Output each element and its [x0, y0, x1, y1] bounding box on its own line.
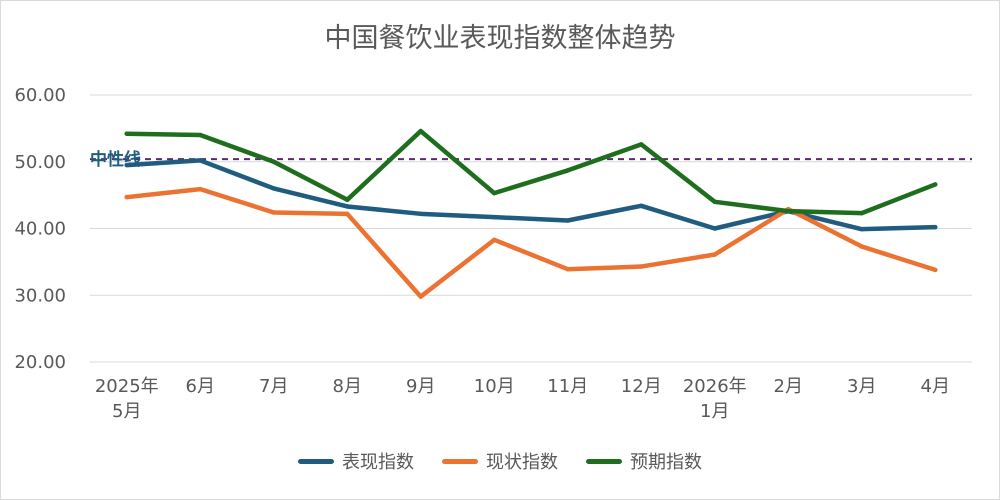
series-line-预期指数 — [124, 128, 938, 216]
data-point — [418, 211, 423, 217]
x-tick-label: 8月 — [333, 376, 362, 397]
x-tick-label: 7月 — [259, 376, 288, 397]
x-tick-label: 2025年 5月 — [95, 376, 159, 422]
data-point — [418, 294, 423, 299]
legend-swatch — [586, 458, 622, 464]
data-point — [933, 182, 938, 187]
data-point — [639, 142, 644, 147]
data-point — [565, 218, 570, 223]
series-lines — [124, 128, 938, 299]
data-point — [712, 252, 717, 257]
x-tick-label: 2026年 1月 — [683, 376, 747, 422]
legend-label: 现状指数 — [486, 452, 558, 473]
data-point — [198, 132, 203, 138]
legend-label: 表现指数 — [342, 452, 414, 473]
data-point — [345, 211, 350, 217]
x-tick-label: 2月 — [774, 376, 803, 397]
x-tick-label: 10月 — [474, 376, 515, 397]
data-point — [712, 199, 717, 204]
data-point — [345, 197, 350, 202]
x-tick-label: 11月 — [547, 376, 588, 397]
data-point — [859, 210, 864, 216]
legend-item: 预期指数 — [586, 448, 702, 474]
legend-item: 现状指数 — [442, 448, 558, 474]
data-point — [271, 159, 276, 164]
y-tick-label: 50.00 — [14, 152, 66, 173]
y-tick-label: 40.00 — [14, 219, 66, 240]
data-point — [933, 267, 938, 273]
legend-item: 表现指数 — [298, 448, 414, 474]
x-tick-label: 12月 — [621, 376, 662, 397]
data-point — [198, 186, 203, 192]
chart-title: 中国餐饮业表现指数整体趋势 — [324, 23, 676, 54]
x-tick-label: 3月 — [847, 376, 876, 397]
x-tick-label: 6月 — [186, 376, 215, 397]
neutral-line-label: 中性线 — [90, 149, 141, 170]
data-point — [786, 208, 791, 214]
legend-label: 预期指数 — [630, 452, 702, 473]
data-point — [271, 210, 276, 215]
series-line-表现指数 — [124, 158, 938, 232]
data-point — [933, 224, 938, 230]
data-point — [712, 226, 717, 231]
y-axis-labels: 20.00 30.00 40.00 50.00 60.00 — [14, 85, 66, 373]
data-point — [124, 162, 129, 168]
data-point — [492, 237, 497, 243]
data-point — [124, 194, 129, 200]
y-tick-label: 30.00 — [14, 285, 66, 306]
data-point — [639, 264, 644, 269]
data-point — [345, 204, 350, 209]
data-point — [565, 267, 570, 272]
data-point — [859, 226, 864, 232]
data-point — [492, 214, 497, 220]
x-tick-label: 9月 — [406, 376, 435, 397]
data-point — [639, 203, 644, 209]
legend-swatch — [442, 458, 478, 464]
x-axis-labels: 2025年 5月 6月 7月 8月 9月 10月 11月 12月 2026年 1月 2月 3月 4月 — [95, 376, 950, 422]
data-point — [492, 190, 497, 196]
data-point — [198, 158, 203, 163]
data-point — [124, 131, 129, 136]
legend: 表现指数 现状指数 预期指数 — [0, 448, 1000, 474]
data-point — [418, 128, 423, 134]
data-point — [859, 244, 864, 249]
data-point — [271, 186, 276, 191]
series-line-现状指数 — [124, 186, 938, 299]
y-tick-label: 20.00 — [14, 352, 66, 373]
legend-swatch — [298, 458, 334, 464]
gridlines — [90, 94, 972, 363]
x-tick-label: 4月 — [921, 376, 950, 397]
data-point — [565, 168, 570, 173]
y-tick-label: 60.00 — [14, 85, 66, 106]
